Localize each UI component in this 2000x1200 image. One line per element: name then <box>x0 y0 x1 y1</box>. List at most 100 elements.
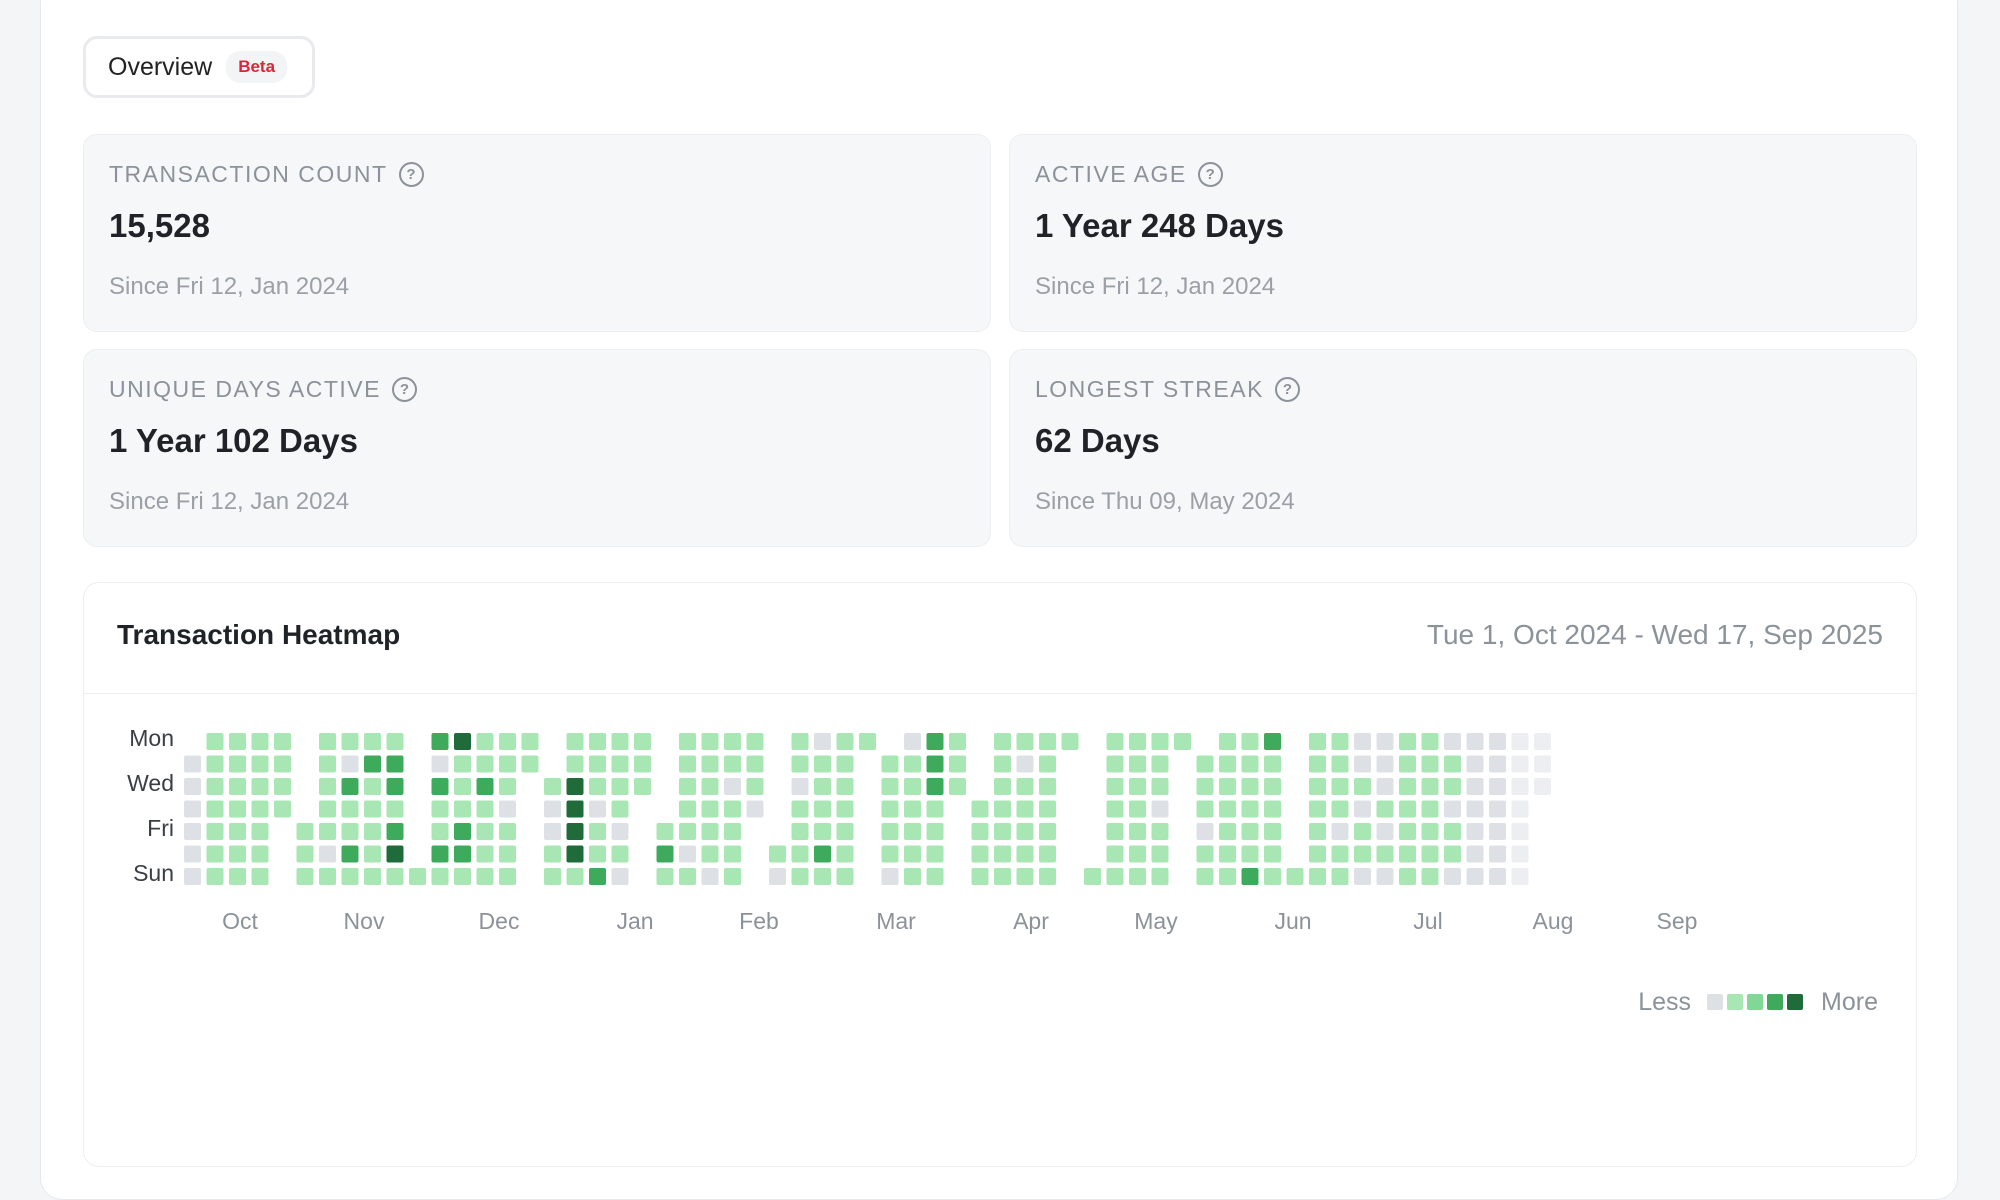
heatmap-cell[interactable] <box>1489 800 1506 818</box>
heatmap-cell[interactable] <box>926 778 944 795</box>
heatmap-cell[interactable] <box>1309 733 1326 750</box>
heatmap-cell[interactable] <box>1331 845 1349 863</box>
heatmap-cell[interactable] <box>1151 755 1169 773</box>
heatmap-cell[interactable] <box>364 733 381 750</box>
heatmap-cell[interactable] <box>1444 868 1461 885</box>
heatmap-cell[interactable] <box>184 845 201 863</box>
heatmap-cell[interactable] <box>1331 778 1349 795</box>
heatmap-cell[interactable] <box>1309 823 1326 840</box>
heatmap-cell[interactable] <box>926 823 944 840</box>
heatmap-cell[interactable] <box>454 800 471 818</box>
heatmap-cell[interactable] <box>1421 778 1439 795</box>
heatmap-cell[interactable] <box>499 733 516 750</box>
heatmap-cell[interactable] <box>476 778 494 795</box>
heatmap-cell[interactable] <box>1264 868 1281 885</box>
heatmap-cell[interactable] <box>296 823 314 840</box>
heatmap-cell[interactable] <box>274 755 291 773</box>
heatmap-cell[interactable] <box>364 800 381 818</box>
heatmap-cell[interactable] <box>1106 823 1124 840</box>
heatmap-cell[interactable] <box>1489 845 1506 863</box>
heatmap-cell[interactable] <box>1331 755 1349 773</box>
heatmap-cell[interactable] <box>701 778 719 795</box>
heatmap-cell[interactable] <box>994 868 1011 885</box>
heatmap-cell[interactable] <box>1466 778 1484 795</box>
heatmap-cell[interactable] <box>881 868 899 885</box>
heatmap-cell[interactable] <box>1444 800 1461 818</box>
heatmap-cell[interactable] <box>566 733 584 750</box>
heatmap-cell[interactable] <box>544 845 561 863</box>
heatmap-cell[interactable] <box>1489 755 1506 773</box>
heatmap-cell[interactable] <box>746 755 764 773</box>
tab-overview[interactable]: Overview Beta <box>83 36 315 98</box>
heatmap-cell[interactable] <box>1151 800 1169 818</box>
heatmap-cell[interactable] <box>994 755 1011 773</box>
heatmap-cell[interactable] <box>904 823 921 840</box>
heatmap-cell[interactable] <box>1129 755 1146 773</box>
heatmap-cell[interactable] <box>904 755 921 773</box>
heatmap-cell[interactable] <box>1129 845 1146 863</box>
heatmap-cell[interactable] <box>1039 823 1056 840</box>
heatmap-cell[interactable] <box>1444 845 1461 863</box>
heatmap-cell[interactable] <box>1241 778 1259 795</box>
heatmap-cell[interactable] <box>521 755 539 773</box>
heatmap-cell[interactable] <box>409 868 426 885</box>
heatmap-cell[interactable] <box>1309 868 1326 885</box>
heatmap-cell[interactable] <box>544 800 561 818</box>
heatmap-cell[interactable] <box>499 823 516 840</box>
heatmap-cell[interactable] <box>566 800 584 818</box>
heatmap-cell[interactable] <box>364 823 381 840</box>
heatmap-cell[interactable] <box>1264 800 1281 818</box>
heatmap-cell[interactable] <box>1444 755 1461 773</box>
heatmap-cell[interactable] <box>251 823 269 840</box>
heatmap-cell[interactable] <box>1151 778 1169 795</box>
heatmap-cell[interactable] <box>881 823 899 840</box>
heatmap-cell[interactable] <box>836 823 854 840</box>
heatmap-cell[interactable] <box>881 755 899 773</box>
heatmap-cell[interactable] <box>1151 823 1169 840</box>
heatmap-cell[interactable] <box>1196 845 1214 863</box>
heatmap-cell[interactable] <box>881 800 899 818</box>
heatmap-cell[interactable] <box>724 778 741 795</box>
heatmap-cell[interactable] <box>341 778 359 795</box>
heatmap-cell[interactable] <box>836 845 854 863</box>
heatmap-cell[interactable] <box>1399 845 1416 863</box>
heatmap-cell[interactable] <box>904 778 921 795</box>
heatmap-cell[interactable] <box>1196 868 1214 885</box>
heatmap-cell[interactable] <box>184 778 201 795</box>
heatmap-cell[interactable] <box>1421 823 1439 840</box>
heatmap-cell[interactable] <box>1376 755 1394 773</box>
heatmap-cell[interactable] <box>814 823 831 840</box>
heatmap-cell[interactable] <box>1219 733 1236 750</box>
heatmap-cell[interactable] <box>1331 800 1349 818</box>
heatmap-cell[interactable] <box>206 868 224 885</box>
heatmap-cell[interactable] <box>634 778 651 795</box>
heatmap-cell[interactable] <box>1399 800 1416 818</box>
heatmap-cell[interactable] <box>881 845 899 863</box>
heatmap-cell[interactable] <box>1264 845 1281 863</box>
heatmap-cell[interactable] <box>1489 733 1506 750</box>
heatmap-cell[interactable] <box>1039 868 1056 885</box>
heatmap-cell[interactable] <box>926 800 944 818</box>
heatmap-cell[interactable] <box>791 823 809 840</box>
heatmap-cell[interactable] <box>1466 800 1484 818</box>
heatmap-cell[interactable] <box>1151 845 1169 863</box>
heatmap-cell[interactable] <box>1466 845 1484 863</box>
heatmap-cell[interactable] <box>1196 823 1214 840</box>
heatmap-cell[interactable] <box>386 755 404 773</box>
heatmap-cell[interactable] <box>1309 845 1326 863</box>
heatmap-cell[interactable] <box>1376 845 1394 863</box>
heatmap-cell[interactable] <box>1354 778 1371 795</box>
heatmap-cell[interactable] <box>589 823 606 840</box>
heatmap-cell[interactable] <box>229 845 246 863</box>
heatmap-cell[interactable] <box>1331 868 1349 885</box>
heatmap-cell[interactable] <box>1331 733 1349 750</box>
heatmap-cell[interactable] <box>1129 733 1146 750</box>
heatmap-cell[interactable] <box>1106 733 1124 750</box>
heatmap-cell[interactable] <box>1309 755 1326 773</box>
heatmap-cell[interactable] <box>971 823 989 840</box>
heatmap-cell[interactable] <box>701 823 719 840</box>
heatmap-cell[interactable] <box>544 778 561 795</box>
heatmap-cell[interactable] <box>476 823 494 840</box>
heatmap-cell[interactable] <box>994 733 1011 750</box>
heatmap-cell[interactable] <box>1354 733 1371 750</box>
